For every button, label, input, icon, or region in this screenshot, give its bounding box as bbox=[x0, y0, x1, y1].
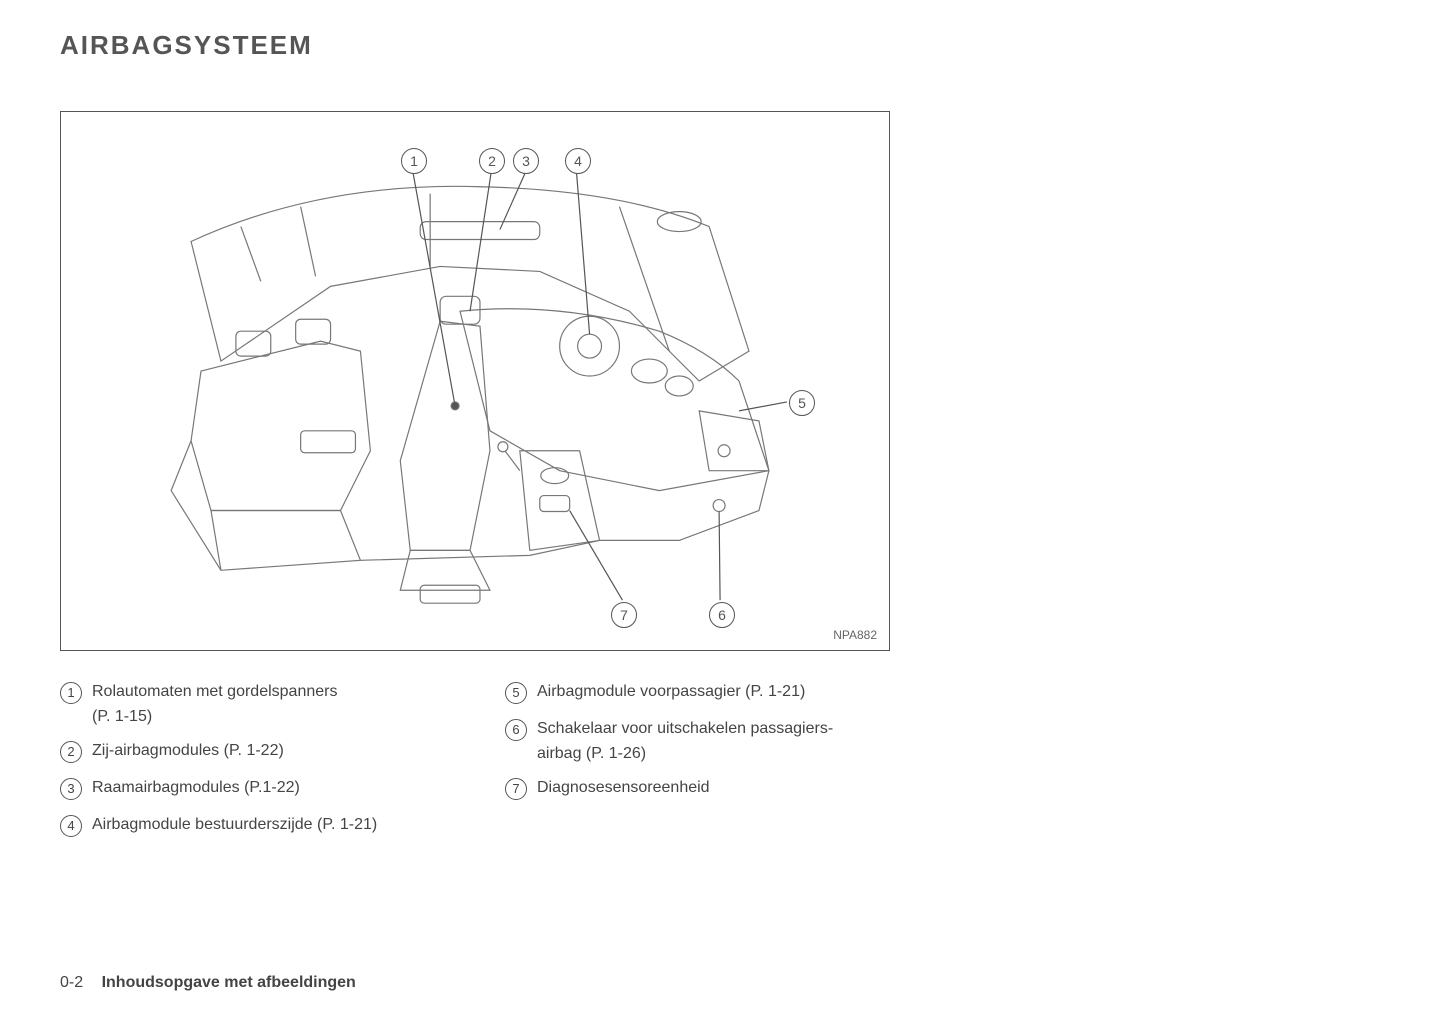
page-title: AIRBAGSYSTEEM bbox=[60, 30, 1395, 61]
legend-num: 1 bbox=[60, 682, 82, 704]
callout-1: 1 bbox=[401, 148, 427, 174]
legend-text: Airbagmodule voorpassagier (P. 1-21) bbox=[537, 681, 805, 703]
legend-num: 2 bbox=[60, 741, 82, 763]
legend-num: 5 bbox=[505, 682, 527, 704]
legend-col-left: 1 Rolautomaten met gordelspanners (P. 1-… bbox=[60, 681, 445, 851]
footer-section-title: Inhoudsopgave met afbeeldingen bbox=[102, 974, 356, 991]
legend-item: 6 Schakelaar voor uitschakelen passagier… bbox=[505, 718, 890, 741]
legend: 1 Rolautomaten met gordelspanners (P. 1-… bbox=[60, 681, 890, 851]
callout-3: 3 bbox=[513, 148, 539, 174]
legend-item: 3 Raamairbagmodules (P.1-22) bbox=[60, 777, 445, 800]
legend-item: 5 Airbagmodule voorpassagier (P. 1-21) bbox=[505, 681, 890, 704]
legend-col-right: 5 Airbagmodule voorpassagier (P. 1-21) 6… bbox=[505, 681, 890, 851]
legend-item: 7 Diagnosesensoreenheid bbox=[505, 777, 890, 800]
callout-6: 6 bbox=[709, 602, 735, 628]
callout-5: 5 bbox=[789, 390, 815, 416]
legend-text: Rolautomaten met gordelspanners bbox=[92, 681, 337, 703]
legend-num: 4 bbox=[60, 815, 82, 837]
legend-num: 3 bbox=[60, 778, 82, 800]
diagram-code: NPA882 bbox=[833, 628, 877, 642]
legend-text: Diagnosesensoreenheid bbox=[537, 777, 710, 799]
legend-item: 4 Airbagmodule bestuurderszijde (P. 1-21… bbox=[60, 814, 445, 837]
legend-text-cont: airbag (P. 1-26) bbox=[505, 745, 890, 763]
legend-num: 7 bbox=[505, 778, 527, 800]
legend-item: 1 Rolautomaten met gordelspanners bbox=[60, 681, 445, 704]
legend-text: Raamairbagmodules (P.1-22) bbox=[92, 777, 300, 799]
diagram-container: 1 2 3 4 5 6 7 NPA882 bbox=[60, 111, 890, 651]
callout-7: 7 bbox=[611, 602, 637, 628]
callout-4: 4 bbox=[565, 148, 591, 174]
car-interior-diagram bbox=[61, 112, 889, 650]
callout-2: 2 bbox=[479, 148, 505, 174]
legend-text: Schakelaar voor uitschakelen passagiers- bbox=[537, 718, 833, 740]
legend-text: Airbagmodule bestuurderszijde (P. 1-21) bbox=[92, 814, 377, 836]
legend-num: 6 bbox=[505, 719, 527, 741]
legend-text: Zij-airbagmodules (P. 1-22) bbox=[92, 740, 284, 762]
legend-text-cont: (P. 1-15) bbox=[60, 708, 445, 726]
footer-page-number: 0-2 bbox=[60, 974, 83, 991]
legend-item: 2 Zij-airbagmodules (P. 1-22) bbox=[60, 740, 445, 763]
page-footer: 0-2 Inhoudsopgave met afbeeldingen bbox=[60, 974, 356, 992]
